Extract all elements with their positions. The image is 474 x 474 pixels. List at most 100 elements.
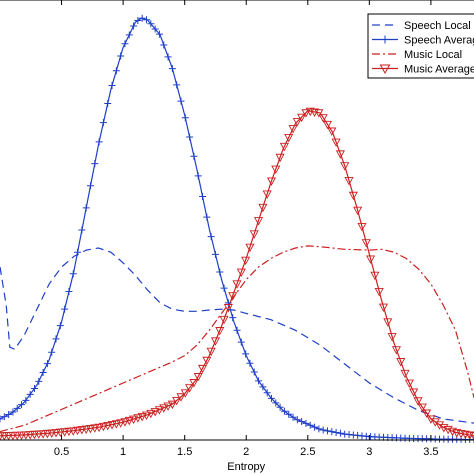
marker-plus [224, 299, 232, 307]
marker-triangle-down [340, 162, 350, 171]
marker-triangle-down [228, 292, 238, 301]
x-tick-label: 1.5 [177, 446, 192, 458]
marker-plus [99, 119, 107, 127]
marker-plus [336, 429, 344, 437]
marker-triangle-down [116, 419, 126, 428]
legend-entry: Music Local [404, 49, 462, 61]
marker-triangle-down [426, 415, 436, 424]
marker-plus [298, 418, 306, 426]
marker-triangle-down [206, 347, 216, 357]
x-tick-label: 0.5 [54, 446, 69, 458]
series-line-speech-average [0, 17, 474, 441]
marker-triangle-down [85, 424, 96, 434]
marker-triangle-down [21, 431, 31, 440]
marker-triangle-down [223, 304, 233, 313]
marker-triangle-down [197, 364, 208, 374]
marker-plus [323, 427, 331, 435]
marker-plus [160, 41, 168, 49]
marker-triangle-down [301, 109, 311, 118]
marker-triangle-down [357, 223, 367, 232]
marker-triangle-down [469, 432, 474, 441]
marker-triangle-down [279, 142, 289, 152]
marker-triangle-down [353, 206, 363, 216]
marker-triangle-down [288, 125, 298, 134]
marker-plus [39, 368, 47, 376]
x-tick-label: 1 [120, 446, 126, 458]
marker-plus [0, 413, 8, 421]
marker-triangle-down [413, 397, 423, 406]
marker-triangle-down [258, 203, 268, 213]
marker-triangle-down [253, 217, 264, 226]
marker-triangle-down [159, 404, 169, 413]
marker-triangle-down [378, 303, 389, 313]
marker-triangle-down [434, 421, 445, 430]
marker-triangle-down [111, 420, 121, 429]
marker-triangle-down [12, 431, 22, 441]
marker-triangle-down [193, 373, 203, 382]
marker-plus [108, 82, 116, 90]
marker-plus [30, 385, 38, 393]
marker-triangle-down [4, 432, 14, 441]
marker-plus [255, 377, 263, 385]
marker-plus [267, 394, 275, 402]
marker-plus [143, 16, 151, 24]
marker-triangle-down [25, 431, 35, 440]
marker-plus [74, 248, 82, 256]
marker-triangle-down [60, 428, 70, 437]
marker-triangle-down [275, 153, 285, 163]
x-tick-label: 3.5 [423, 446, 438, 458]
marker-plus [117, 52, 125, 60]
marker-triangle-down [29, 430, 40, 440]
marker-plus [48, 348, 56, 356]
marker-triangle-down [0, 432, 5, 441]
marker-triangle-down [327, 127, 337, 136]
marker-triangle-down [210, 337, 221, 346]
marker-plus [229, 314, 237, 322]
marker-plus [65, 287, 73, 295]
legend: Speech Local Speech Average Music Local Mus… [367, 13, 474, 79]
marker-triangle-down [120, 418, 130, 427]
legend-entry: Music Average [404, 64, 474, 76]
marker-plus [95, 138, 103, 146]
marker-triangle-down [8, 431, 18, 441]
marker-triangle-down [154, 406, 164, 415]
marker-plus [194, 172, 202, 180]
marker-triangle-down [176, 393, 186, 402]
series-line-speech-local [0, 247, 474, 424]
x-tick-label: 2 [243, 446, 249, 458]
marker-triangle-down [322, 120, 333, 130]
marker-plus [173, 81, 181, 89]
marker-plus [263, 389, 271, 397]
marker-triangle-down [34, 430, 44, 439]
marker-plus [181, 114, 189, 122]
marker-plus [293, 416, 301, 424]
marker-plus [82, 204, 90, 212]
marker-triangle-down [348, 191, 358, 201]
marker-plus [147, 20, 155, 28]
marker-plus [328, 428, 336, 436]
marker-triangle-down [137, 412, 147, 422]
marker-plus [315, 425, 323, 433]
marker-triangle-down [189, 379, 199, 388]
marker-triangle-down [103, 421, 113, 431]
marker-plus [302, 419, 310, 427]
marker-triangle-down [219, 315, 229, 325]
marker-plus [233, 326, 241, 334]
marker-triangle-down [391, 346, 401, 355]
marker-triangle-down [0, 432, 9, 441]
marker-triangle-down [133, 414, 143, 423]
marker-plus [0, 415, 4, 423]
marker-triangle-down [396, 358, 406, 367]
marker-plus [199, 193, 207, 201]
marker-triangle-down [292, 118, 302, 127]
marker-plus [285, 410, 293, 418]
marker-triangle-down [314, 109, 324, 118]
marker-triangle-down [172, 396, 182, 406]
marker-triangle-down [167, 400, 177, 410]
marker-plus [332, 428, 340, 436]
series-group [0, 17, 474, 441]
marker-triangle-down [129, 415, 139, 424]
marker-triangle-down [331, 138, 341, 148]
marker-triangle-down [404, 379, 414, 388]
axes [0, 0, 474, 441]
